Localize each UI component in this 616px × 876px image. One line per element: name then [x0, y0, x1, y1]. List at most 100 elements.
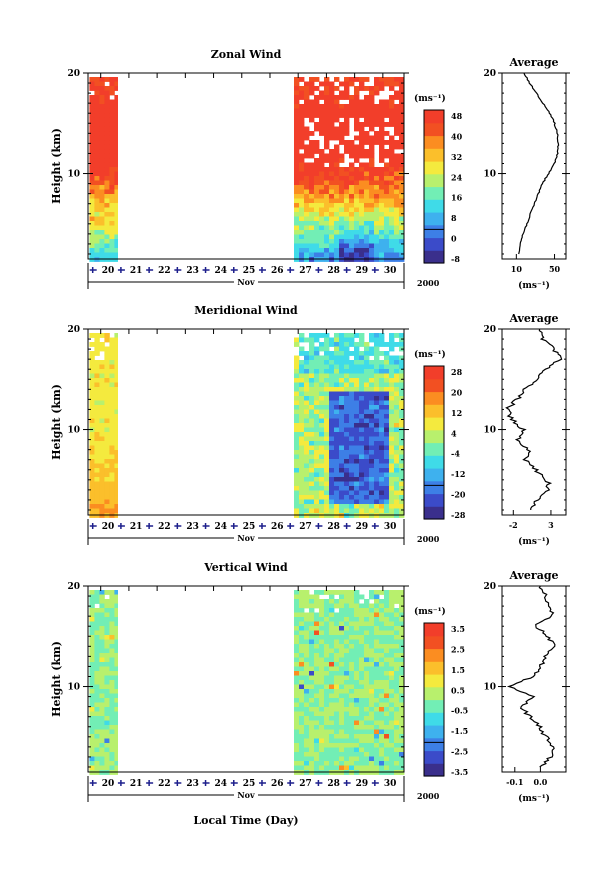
heatmap-cell — [319, 189, 325, 195]
heatmap-cell — [89, 490, 95, 496]
colorbar-tick-label: -12 — [451, 469, 465, 479]
heatmap-cell — [304, 149, 310, 154]
heatmap-cell — [394, 504, 400, 509]
heatmap-cell — [304, 176, 310, 181]
heatmap-cell — [354, 369, 360, 374]
heatmap-cell — [379, 387, 385, 392]
heatmap-cell — [394, 711, 400, 717]
heatmap-cell — [374, 131, 380, 136]
heatmap-cell — [329, 423, 335, 428]
heatmap-cell — [384, 391, 390, 397]
heatmap-cell — [94, 590, 100, 595]
heatmap-cell — [354, 756, 360, 762]
heatmap-cell — [344, 441, 350, 446]
heatmap-cell — [364, 734, 370, 739]
heatmap-cell — [104, 113, 110, 118]
heatmap-cell — [364, 230, 370, 235]
heatmap-cell — [384, 711, 390, 717]
colorbar-swatch — [424, 442, 444, 456]
heatmap-cell — [109, 180, 115, 186]
heatmap-cell — [394, 342, 400, 347]
heatmap-cell — [109, 635, 115, 640]
heatmap-cell — [334, 113, 340, 118]
heatmap-cell — [109, 608, 115, 613]
heatmap-cell — [339, 135, 345, 141]
heatmap-cell — [324, 346, 330, 352]
heatmap-cell — [324, 108, 330, 114]
heatmap-cell — [389, 445, 395, 451]
day-label: 21 — [130, 779, 143, 789]
heatmap-cell — [354, 454, 360, 460]
heatmap-cell — [294, 158, 300, 163]
heatmap-cell — [309, 486, 315, 491]
heatmap-cell — [399, 391, 405, 397]
heatmap-cell — [99, 342, 105, 347]
heatmap-cell — [354, 234, 360, 240]
heatmap-cell — [314, 162, 320, 168]
heatmap-cell — [99, 729, 105, 735]
heatmap-cell — [384, 499, 390, 505]
heatmap-cell — [369, 635, 375, 640]
heatmap-cell — [94, 738, 100, 744]
heatmap-cell — [314, 423, 320, 428]
heatmap-cell — [104, 90, 110, 96]
heatmap-cell — [384, 671, 390, 676]
heatmap-cell — [99, 86, 105, 91]
heatmap-cell — [324, 481, 330, 487]
heatmap-cell — [309, 626, 315, 631]
heatmap-cell — [114, 436, 118, 442]
heatmap-cell — [389, 243, 395, 249]
heatmap-cell — [349, 364, 355, 370]
heatmap-cell — [359, 720, 365, 726]
heatmap-cell — [99, 212, 105, 217]
heatmap-cell — [319, 122, 325, 127]
heatmap-cell — [94, 608, 100, 613]
heatmap-cell — [324, 144, 330, 150]
heatmap-cell — [394, 756, 400, 762]
heatmap-cell — [309, 248, 315, 253]
heatmap-cell — [104, 86, 110, 91]
heatmap-cell — [329, 95, 335, 100]
heatmap-cell — [114, 743, 118, 748]
heatmap-cell — [304, 468, 310, 473]
heatmap-cell — [354, 716, 360, 721]
heatmap-cell — [324, 617, 330, 622]
heatmap-cell — [344, 707, 350, 712]
heatmap-cell — [334, 463, 340, 469]
heatmap-cell — [109, 239, 115, 244]
heatmap-cell — [359, 364, 365, 370]
heatmap-cell — [314, 477, 320, 482]
heatmap-cell — [389, 122, 395, 127]
heatmap-cell — [369, 743, 375, 748]
heatmap-cell — [109, 761, 115, 766]
heatmap-cell — [359, 382, 365, 388]
heatmap-cell — [394, 423, 400, 428]
heatmap-cell — [394, 508, 400, 514]
heatmap-cell — [354, 207, 360, 213]
heatmap-cell — [374, 212, 380, 217]
heatmap-cell — [394, 743, 400, 748]
heatmap-cell — [369, 454, 375, 460]
heatmap-cell — [349, 400, 355, 406]
heatmap-cell — [399, 382, 405, 388]
heatmap-cell — [354, 666, 360, 672]
heatmap-cell — [399, 626, 405, 631]
heatmap-cell — [114, 603, 118, 609]
heatmap-cell — [359, 716, 365, 721]
heatmap-cell — [329, 158, 335, 163]
heatmap-cell — [349, 221, 355, 226]
heatmap-cell — [344, 508, 350, 514]
heatmap-cell — [364, 675, 370, 681]
heatmap-cell — [329, 486, 335, 491]
heatmap-cell — [349, 198, 355, 204]
heatmap-cell — [384, 689, 390, 694]
heatmap-cell — [329, 387, 335, 392]
heatmap-cell — [379, 171, 385, 177]
heatmap-cell — [399, 216, 405, 222]
heatmap-cell — [114, 671, 118, 676]
heatmap-cell — [329, 756, 335, 762]
heatmap-cell — [294, 122, 300, 127]
heatmap-cell — [344, 594, 350, 600]
day-label: 26 — [271, 266, 284, 276]
